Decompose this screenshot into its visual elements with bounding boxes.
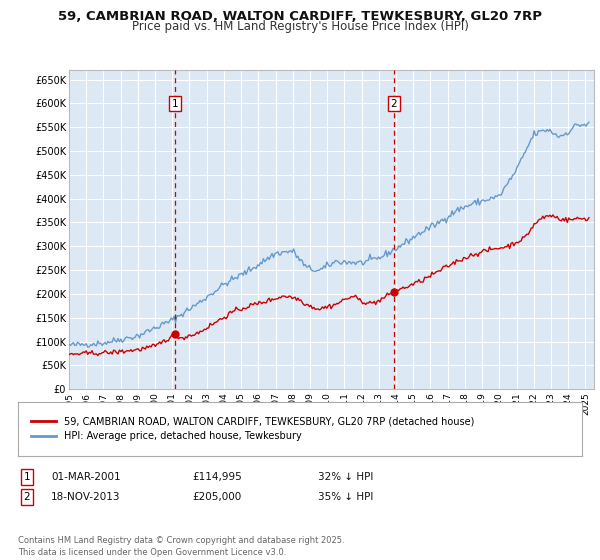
Text: Contains HM Land Registry data © Crown copyright and database right 2025.
This d: Contains HM Land Registry data © Crown c… <box>18 536 344 557</box>
Text: 32% ↓ HPI: 32% ↓ HPI <box>318 472 373 482</box>
Legend: 59, CAMBRIAN ROAD, WALTON CARDIFF, TEWKESBURY, GL20 7RP (detached house), HPI: A: 59, CAMBRIAN ROAD, WALTON CARDIFF, TEWKE… <box>29 414 477 444</box>
Text: 59, CAMBRIAN ROAD, WALTON CARDIFF, TEWKESBURY, GL20 7RP: 59, CAMBRIAN ROAD, WALTON CARDIFF, TEWKE… <box>58 10 542 23</box>
Text: 1: 1 <box>172 99 179 109</box>
Text: 35% ↓ HPI: 35% ↓ HPI <box>318 492 373 502</box>
Text: £205,000: £205,000 <box>192 492 241 502</box>
Text: £114,995: £114,995 <box>192 472 242 482</box>
Text: Price paid vs. HM Land Registry's House Price Index (HPI): Price paid vs. HM Land Registry's House … <box>131 20 469 33</box>
Text: 01-MAR-2001: 01-MAR-2001 <box>51 472 121 482</box>
Text: 2: 2 <box>23 492 31 502</box>
Text: 2: 2 <box>391 99 397 109</box>
Text: 18-NOV-2013: 18-NOV-2013 <box>51 492 121 502</box>
Text: 1: 1 <box>23 472 31 482</box>
